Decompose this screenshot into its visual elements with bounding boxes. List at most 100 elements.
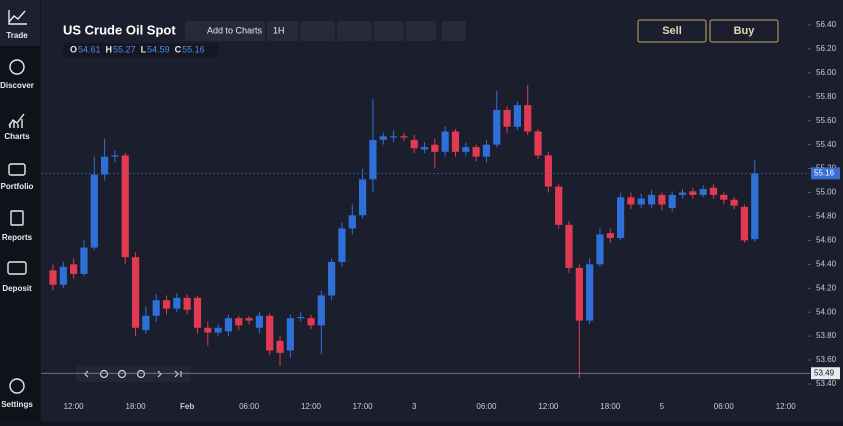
candle-body [730,199,738,206]
ohlc-value: 55.16 [182,44,205,54]
candle-body [441,131,449,152]
nav-item[interactable]: Reports [2,233,33,242]
candle-body [297,316,305,319]
candle-body [152,300,160,316]
instrument-title: US Crude Oil Spot [63,22,176,37]
candle-body [751,173,759,240]
candle-body [689,191,697,195]
y-tick-label: 54.40 [816,259,837,268]
candle-body [80,247,88,274]
scroll-right[interactable] [157,370,162,378]
candle-body [162,300,171,309]
scroll-end[interactable] [174,370,182,378]
candle-body [224,318,233,332]
nav-item[interactable]: Trade [6,31,28,40]
candle-body [544,155,552,187]
icon-portfolio [8,163,26,176]
candle-body [328,261,336,296]
ohlc-bar [63,43,218,57]
indicator-button[interactable] [337,21,372,41]
candle-body [658,194,666,205]
nav-item[interactable]: Settings [1,400,33,409]
nav-item[interactable]: Portfolio [1,182,34,191]
candle-body [49,270,57,285]
add-to-charts-button[interactable] [185,21,265,41]
candle-body [555,186,563,225]
crosshair-tag [811,367,840,380]
icon-charts [8,113,25,128]
candle-body [142,315,150,331]
ohlc-key: L [141,44,147,54]
sell-button[interactable] [637,19,707,43]
buy-label[interactable]: Buy [734,25,756,37]
ohlc-value: 54.61 [78,44,101,54]
nav-item[interactable]: Charts [4,132,30,141]
candle-body [101,156,109,175]
zoom-out[interactable] [99,369,109,379]
candle-body [493,109,501,145]
candle-body [307,318,315,326]
active-tab [0,0,40,46]
x-tick-label: 12:00 [776,402,797,411]
fullscreen-button[interactable] [442,21,466,41]
candle-body [637,198,645,205]
candle-body [183,297,191,310]
x-tick-label: 17:00 [353,402,374,411]
candle-body [214,327,222,333]
icon-discover [9,59,25,75]
candle-body [740,206,749,241]
scroll-left[interactable] [84,370,89,378]
candle-body [709,187,718,195]
y-tick-label: 53.80 [816,331,837,340]
candle-body [286,318,294,351]
candle-body [111,155,119,157]
candle-body [410,139,418,149]
candle-body [678,192,687,195]
buy-button[interactable] [709,19,779,43]
button-label[interactable]: Add to Charts [207,25,263,35]
ohlc-key: C [175,44,182,54]
candle-body [596,234,604,265]
zoom-controls [76,366,191,382]
sell-label[interactable]: Sell [662,25,682,37]
candle-body [121,155,129,258]
x-tick-label: 12:00 [538,402,559,411]
y-tick-label: 54.20 [816,283,837,292]
ohlc-key: O [70,44,77,54]
interval-button[interactable] [267,21,298,41]
y-tick-label: 56.00 [816,68,837,77]
candle-body [255,315,263,328]
chart-type-button[interactable] [300,21,335,41]
candle-body [90,174,98,248]
x-tick-label: 06:00 [714,402,735,411]
candle-body [472,147,480,157]
candle-body [431,144,439,152]
icon-deposit [7,261,27,275]
nav-item[interactable]: Discover [0,81,34,90]
x-tick-label: 18:00 [600,402,621,411]
icon-trade [8,10,27,25]
zoom-in[interactable] [136,369,146,379]
x-tick-label: 06:00 [239,402,260,411]
interval-label[interactable]: 1H [273,25,285,35]
nav-item[interactable]: Deposit [2,284,32,293]
candle-body [513,105,521,127]
candle-body [627,197,635,205]
icon-reports [10,210,24,226]
layers-button[interactable] [406,21,436,41]
y-tick-label: 56.20 [816,44,837,53]
y-tick-label: 55.60 [816,116,837,125]
icon-settings [9,378,25,394]
candle-body [266,315,274,351]
draw-button[interactable] [374,21,404,41]
candle-body [59,266,67,285]
x-tick-label: 3 [412,402,417,411]
y-tick-label: 54.00 [816,307,837,316]
candle-body [193,297,202,328]
reset[interactable] [117,369,127,379]
candle-body [647,194,656,205]
candle-body [348,215,356,229]
candle-body [131,257,140,328]
